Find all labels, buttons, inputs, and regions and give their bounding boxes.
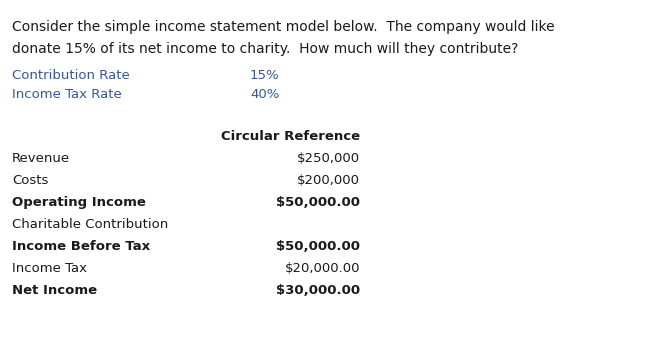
Text: Income Tax: Income Tax bbox=[12, 262, 87, 275]
Text: donate 15% of its net income to charity.  How much will they contribute?: donate 15% of its net income to charity.… bbox=[12, 42, 518, 56]
Text: Revenue: Revenue bbox=[12, 152, 70, 165]
Text: Contribution Rate: Contribution Rate bbox=[12, 69, 130, 82]
Text: $50,000.00: $50,000.00 bbox=[276, 240, 360, 253]
Text: $20,000.00: $20,000.00 bbox=[285, 262, 360, 275]
Text: $250,000: $250,000 bbox=[297, 152, 360, 165]
Text: 15%: 15% bbox=[250, 69, 280, 82]
Text: $30,000.00: $30,000.00 bbox=[276, 284, 360, 297]
Text: Net Income: Net Income bbox=[12, 284, 97, 297]
Text: Charitable Contribution: Charitable Contribution bbox=[12, 218, 168, 231]
Text: Circular Reference: Circular Reference bbox=[221, 130, 360, 143]
Text: 40%: 40% bbox=[250, 88, 279, 101]
Text: Income Before Tax: Income Before Tax bbox=[12, 240, 150, 253]
Text: $50,000.00: $50,000.00 bbox=[276, 196, 360, 209]
Text: Consider the simple income statement model below.  The company would like: Consider the simple income statement mod… bbox=[12, 20, 554, 34]
Text: $200,000: $200,000 bbox=[297, 174, 360, 187]
Text: Income Tax Rate: Income Tax Rate bbox=[12, 88, 122, 101]
Text: Operating Income: Operating Income bbox=[12, 196, 146, 209]
Text: Costs: Costs bbox=[12, 174, 48, 187]
